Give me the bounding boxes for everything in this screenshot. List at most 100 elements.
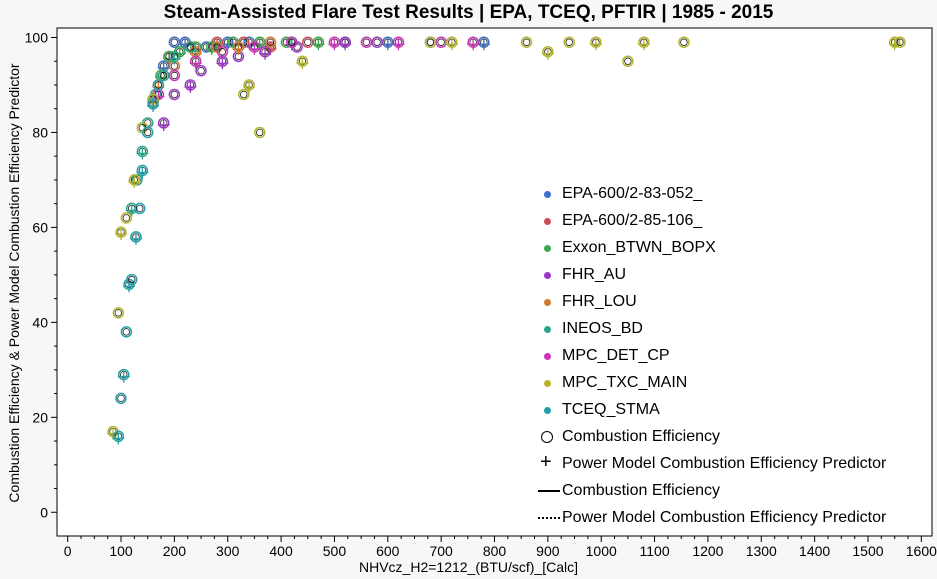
- predictor-plus-marker: [123, 280, 136, 293]
- dotted-line-icon: [538, 516, 560, 519]
- legend-label: MPC_TXC_MAIN: [562, 373, 688, 391]
- data-point-marker: [120, 326, 133, 338]
- y-tick-label: 0: [40, 504, 48, 520]
- circle-marker-icon: [541, 430, 553, 443]
- x-tick-label: 1500: [852, 543, 883, 559]
- legend-item: MPC_DET_CP: [538, 342, 886, 369]
- data-point-marker: [216, 45, 229, 58]
- data-point-marker: [115, 392, 127, 405]
- y-tick-label: 80: [32, 124, 48, 140]
- legend-item: FHR_LOU: [538, 288, 886, 315]
- data-point-inner-ring: [256, 128, 264, 137]
- data-point-marker: [112, 307, 125, 319]
- x-tick-label: 400: [269, 543, 293, 559]
- x-tick-label: 1600: [906, 543, 937, 559]
- data-point-inner-ring: [288, 38, 296, 46]
- solid-line-icon: [538, 489, 560, 492]
- predictor-plus-marker: [129, 232, 142, 245]
- predictor-plus-marker: [445, 38, 458, 51]
- predictor-plus-marker: [184, 80, 197, 93]
- legend-label: TCEQ_STMA: [562, 400, 660, 418]
- predictor-plus-marker: [392, 38, 405, 51]
- predictor-plus-marker: [147, 99, 160, 112]
- predictor-plus-marker: [243, 80, 256, 93]
- predictor-plus-marker: [637, 38, 650, 51]
- predictor-plus-marker: [259, 47, 272, 60]
- data-point-inner-ring: [522, 38, 531, 46]
- y-tick-label: 100: [25, 29, 49, 45]
- data-point-inner-ring: [202, 43, 211, 51]
- data-point-marker: [141, 126, 154, 139]
- legend-item: FHR_AU: [538, 261, 886, 288]
- data-point-inner-ring: [426, 38, 435, 46]
- data-point-marker: [253, 126, 266, 139]
- x-tick-label: 1100: [640, 543, 670, 559]
- x-tick-label: 800: [483, 543, 507, 559]
- data-point-marker: [125, 273, 138, 286]
- data-point-marker: [286, 36, 298, 48]
- predictor-plus-marker: [136, 147, 149, 160]
- predictor-plus-marker: [112, 432, 125, 445]
- data-point-marker: [520, 36, 533, 48]
- data-point-inner-ring: [362, 38, 371, 46]
- legend-item: + Power Model Combustion Efficiency Predi…: [538, 450, 886, 477]
- predictor-plus-marker: [128, 175, 141, 188]
- chart-title: Steam-Assisted Flare Test Results | EPA,…: [163, 2, 774, 23]
- x-tick-label: 200: [163, 543, 187, 559]
- y-tick-label: 20: [32, 409, 48, 425]
- data-point-marker: [894, 36, 906, 48]
- data-point-inner-ring: [240, 90, 248, 99]
- data-point-inner-ring: [154, 81, 163, 89]
- data-point-inner-ring: [170, 71, 179, 80]
- legend-item: Combustion Efficiency: [538, 477, 886, 504]
- predictor-plus-marker: [339, 38, 352, 51]
- predictor-plus-marker: [232, 42, 245, 55]
- predictor-plus-marker: [296, 57, 309, 70]
- predictor-plus-marker: [157, 118, 170, 131]
- x-tick-label: 0: [64, 543, 72, 559]
- plus-marker-icon: +: [540, 450, 552, 473]
- data-point-marker: [133, 202, 146, 215]
- data-point-inner-ring: [624, 57, 632, 65]
- data-point-inner-ring: [186, 43, 195, 51]
- predictor-plus-marker: [168, 52, 181, 65]
- data-point-inner-ring: [117, 394, 125, 403]
- x-tick-label: 300: [216, 543, 240, 559]
- legend-label: Combustion Efficiency: [562, 427, 720, 445]
- legend-label: EPA-600/2-85-106_: [562, 211, 703, 229]
- data-point-marker: [168, 88, 181, 101]
- data-point-inner-ring: [373, 38, 381, 46]
- legend-marker-dot: [544, 271, 551, 279]
- predictor-plus-marker: [467, 38, 480, 51]
- legend-marker-dot: [544, 190, 551, 198]
- legend-item: MPC_TXC_MAIN: [538, 369, 886, 396]
- predictor-plus-marker: [312, 38, 325, 51]
- y-tick-label: 40: [32, 314, 48, 330]
- predictor-plus-marker: [136, 166, 149, 179]
- predictor-plus-marker: [328, 38, 341, 51]
- x-tick-label: 1000: [586, 543, 617, 559]
- x-tick-label: 600: [376, 543, 400, 559]
- legend-marker-dot: [544, 325, 551, 333]
- legend-marker-dot: [544, 298, 551, 306]
- legend-label: Exxon_BTWN_BOPX: [562, 238, 716, 256]
- data-point-marker: [237, 88, 250, 101]
- data-point-inner-ring: [160, 71, 168, 80]
- x-tick-label: 900: [536, 543, 560, 559]
- data-point-inner-ring: [144, 128, 152, 137]
- data-point-inner-ring: [122, 214, 131, 222]
- x-tick-label: 1200: [692, 543, 723, 559]
- data-point-inner-ring: [680, 38, 688, 46]
- legend-label: MPC_DET_CP: [562, 346, 670, 364]
- legend-item: EPA-600/2-85-106_: [538, 207, 886, 234]
- predictor-plus-marker: [115, 228, 128, 241]
- data-point-marker: [184, 41, 197, 53]
- data-point-inner-ring: [122, 328, 131, 336]
- legend-item: EPA-600/2-83-052_: [538, 180, 886, 207]
- data-point-inner-ring: [304, 38, 312, 46]
- x-tick-label: 1300: [746, 543, 777, 559]
- legend-marker-dot: [544, 379, 551, 387]
- legend: EPA-600/2-83-052_ EPA-600/2-85-106_ Exxo…: [538, 180, 886, 531]
- data-point-inner-ring: [266, 38, 275, 46]
